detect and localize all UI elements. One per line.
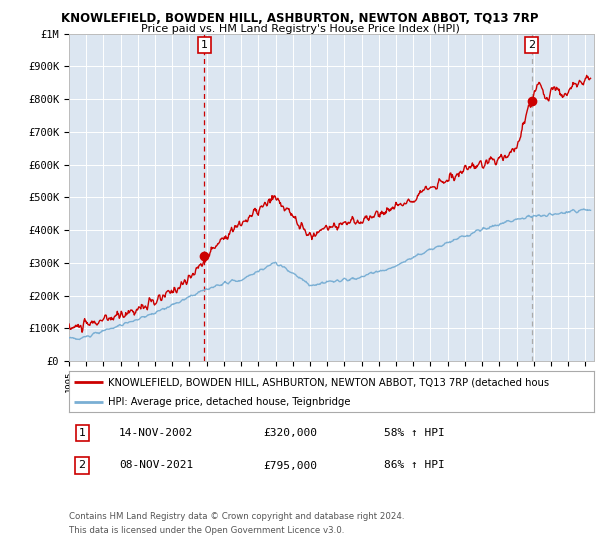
- Text: £320,000: £320,000: [263, 428, 317, 438]
- Text: £795,000: £795,000: [263, 460, 317, 470]
- Text: 58% ↑ HPI: 58% ↑ HPI: [384, 428, 445, 438]
- Text: 08-NOV-2021: 08-NOV-2021: [119, 460, 193, 470]
- Text: Contains HM Land Registry data © Crown copyright and database right 2024.: Contains HM Land Registry data © Crown c…: [69, 512, 404, 521]
- Text: 2: 2: [528, 40, 535, 50]
- Text: 1: 1: [201, 40, 208, 50]
- Text: HPI: Average price, detached house, Teignbridge: HPI: Average price, detached house, Teig…: [109, 396, 351, 407]
- Text: 1: 1: [79, 428, 86, 438]
- Text: 86% ↑ HPI: 86% ↑ HPI: [384, 460, 445, 470]
- Text: KNOWLEFIELD, BOWDEN HILL, ASHBURTON, NEWTON ABBOT, TQ13 7RP: KNOWLEFIELD, BOWDEN HILL, ASHBURTON, NEW…: [61, 12, 539, 25]
- Text: 14-NOV-2002: 14-NOV-2002: [119, 428, 193, 438]
- Text: KNOWLEFIELD, BOWDEN HILL, ASHBURTON, NEWTON ABBOT, TQ13 7RP (detached hous: KNOWLEFIELD, BOWDEN HILL, ASHBURTON, NEW…: [109, 377, 550, 387]
- Text: 2: 2: [79, 460, 86, 470]
- Text: This data is licensed under the Open Government Licence v3.0.: This data is licensed under the Open Gov…: [69, 526, 344, 535]
- Text: Price paid vs. HM Land Registry's House Price Index (HPI): Price paid vs. HM Land Registry's House …: [140, 24, 460, 34]
